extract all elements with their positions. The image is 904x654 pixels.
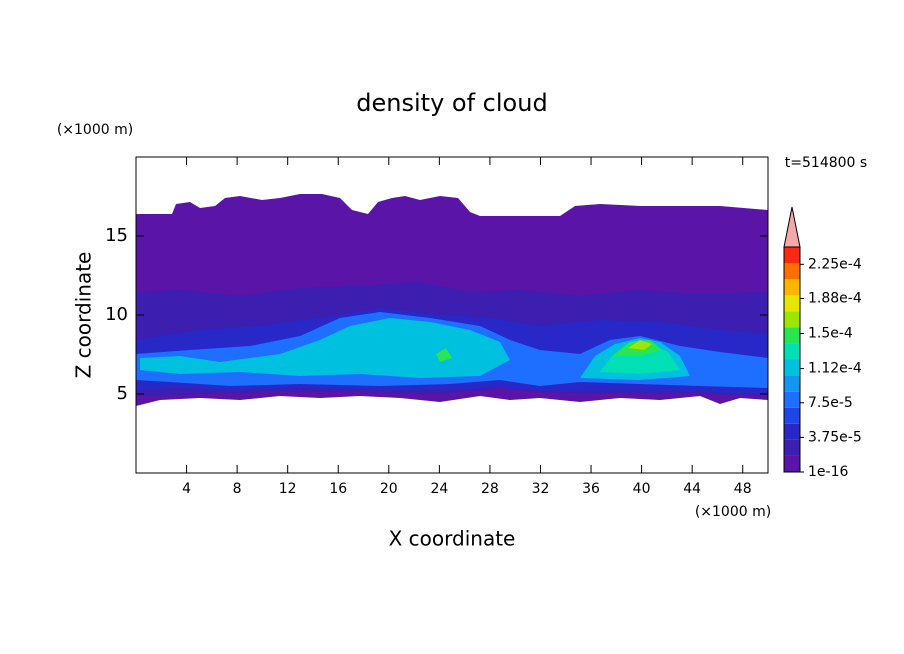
colorbar-band — [784, 327, 800, 344]
x-tick-label: 40 — [633, 481, 651, 497]
x-tick-label: 8 — [233, 481, 242, 497]
y-axis-label: Z coordinate — [72, 252, 96, 379]
x-unit: (×1000 m) — [695, 504, 771, 520]
chart-title: density of cloud — [356, 89, 547, 117]
x-tick-label: 48 — [734, 481, 752, 497]
x-axis-label: X coordinate — [389, 527, 516, 551]
colorbar-band — [784, 439, 800, 456]
colorbar-band — [784, 279, 800, 296]
x-tick-label: 16 — [329, 481, 347, 497]
colorbar-frame — [783, 246, 801, 473]
contour-field — [136, 194, 768, 406]
colorbar-band — [784, 343, 800, 360]
annotation: t=514800 s — [785, 155, 867, 171]
contour-region — [436, 348, 452, 362]
contour-region — [600, 344, 680, 374]
y-tick-label: 10 — [105, 304, 128, 325]
colorbar-tick-label: 1e-16 — [808, 464, 848, 480]
x-tick-label: 20 — [380, 481, 398, 497]
colorbar-tick-label: 3.75e-5 — [808, 429, 862, 445]
contour-region — [140, 318, 510, 378]
contour-region — [628, 340, 652, 350]
colorbar-band — [784, 407, 800, 424]
colorbar-tick-label: 1.88e-4 — [808, 290, 862, 306]
x-tick-label: 24 — [430, 481, 448, 497]
y-unit: (×1000 m) — [57, 122, 133, 138]
colorbar-extend — [783, 206, 801, 248]
colorbar-band — [784, 311, 800, 328]
x-tick-label: 32 — [532, 481, 550, 497]
colorbar-band — [784, 247, 800, 264]
x-tick-label: 44 — [683, 481, 701, 497]
colorbar-band — [784, 375, 800, 392]
colorbar-band — [784, 423, 800, 440]
colorbar-band — [784, 391, 800, 408]
y-tick-label: 15 — [105, 225, 128, 246]
colorbar-band — [784, 295, 800, 312]
colorbar-tick-label: 7.5e-5 — [808, 395, 853, 411]
colorbar-tick-label: 2.25e-4 — [808, 256, 862, 272]
colorbar-tick-label: 1.12e-4 — [808, 361, 862, 377]
colorbar-band — [784, 359, 800, 376]
x-tick-label: 4 — [182, 481, 191, 497]
colorbar-band — [784, 455, 800, 472]
y-tick-label: 5 — [117, 383, 128, 404]
colorbar-band — [784, 263, 800, 280]
colorbar-tick-label: 1.5e-4 — [808, 326, 853, 342]
x-tick-label: 28 — [481, 481, 499, 497]
x-tick-label: 36 — [582, 481, 600, 497]
x-tick-label: 12 — [279, 481, 297, 497]
